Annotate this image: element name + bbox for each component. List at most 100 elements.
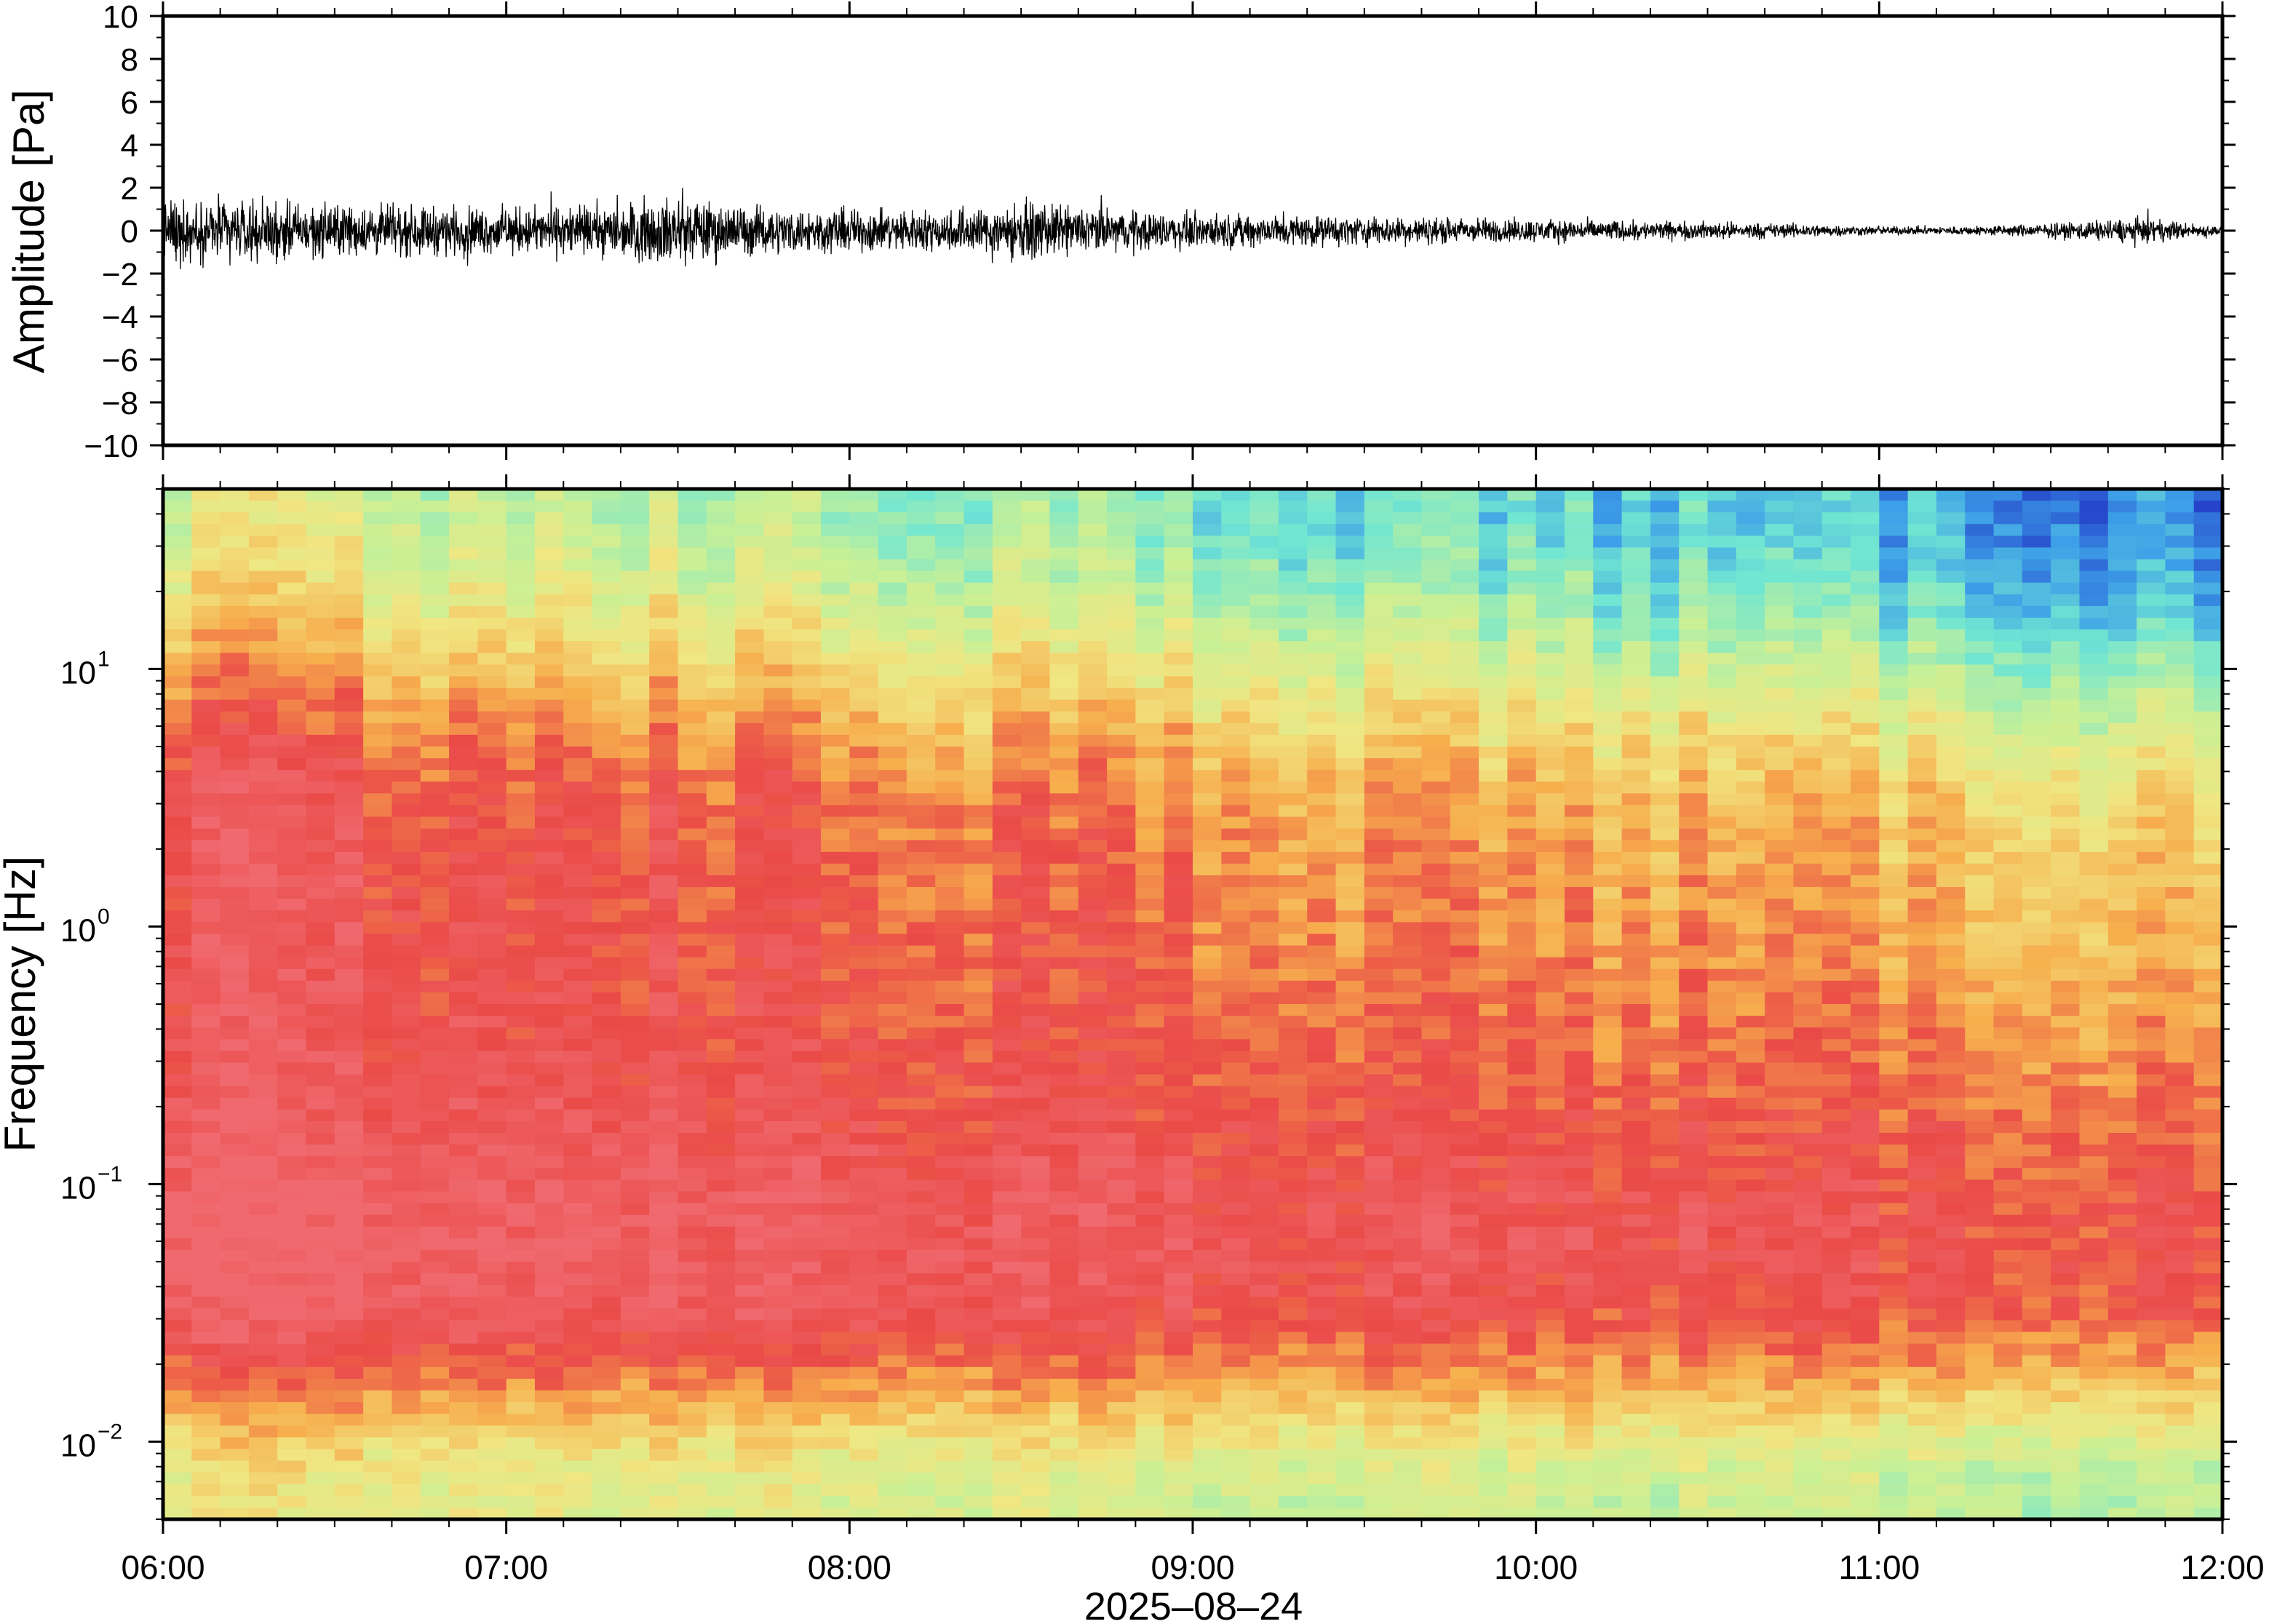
spectrogram-cell	[706, 1016, 736, 1028]
spectrogram-cell	[1535, 1156, 1565, 1169]
spectrogram-cell	[992, 887, 1022, 899]
spectrogram-cell	[792, 887, 822, 899]
spectrogram-cell	[1564, 641, 1594, 654]
spectrogram-cell	[906, 501, 937, 513]
spectrogram-cell	[1364, 1390, 1394, 1403]
spectrogram-cell	[1249, 781, 1279, 795]
spectrogram-cell	[248, 1179, 279, 1193]
spectrogram-cell	[506, 1145, 536, 1157]
spectrogram-cell	[735, 1027, 765, 1040]
spectrogram-cell	[1621, 629, 1651, 642]
spectrogram-cell	[1450, 840, 1479, 853]
spectrogram-cell	[1307, 1366, 1337, 1380]
spectrogram-cell	[449, 629, 479, 642]
spectrogram-cell	[1707, 805, 1737, 818]
spectrogram-cell	[334, 489, 364, 501]
spectrogram-cell	[1535, 618, 1565, 630]
spectrogram-cell	[306, 524, 335, 537]
spectrogram-cell	[534, 570, 565, 584]
spectrogram-cell	[1679, 805, 1709, 818]
spectrogram-cell	[620, 1191, 650, 1204]
spectrogram-cell	[1021, 828, 1051, 841]
spectrogram-cell	[1421, 781, 1451, 795]
spectrogram-cell	[620, 770, 650, 783]
spectrogram-cell	[220, 699, 250, 712]
spectrogram-cell	[849, 699, 879, 712]
spectrogram-cell	[191, 641, 221, 654]
spectrogram-cell	[1335, 676, 1365, 689]
spectrogram-cell	[392, 1366, 421, 1380]
spectrogram-cell	[963, 1051, 993, 1064]
spectrogram-cell	[1021, 1449, 1051, 1462]
spectrogram-cell	[1707, 1074, 1737, 1087]
spectrogram-cell	[248, 1366, 279, 1380]
spectrogram-cell	[620, 1308, 650, 1321]
spectrogram-cell	[592, 524, 621, 537]
spectrogram-cell	[935, 1051, 965, 1064]
spectrogram-cell	[1278, 1495, 1308, 1508]
spectrogram-cell	[620, 875, 650, 888]
spectrogram-cell	[306, 1437, 335, 1450]
spectrogram-cell	[935, 1437, 965, 1450]
spectrogram-cell	[1421, 793, 1451, 806]
spectrogram-cell	[963, 1062, 993, 1075]
spectrogram-cell	[191, 629, 221, 642]
spectrogram-cell	[1078, 1086, 1108, 1099]
spectrogram-cell	[306, 1203, 335, 1216]
spectrogram-cell	[277, 1097, 307, 1110]
spectrogram-cell	[1364, 1437, 1394, 1450]
spectrogram-cell	[906, 793, 937, 806]
spectrogram-cell	[706, 1133, 736, 1145]
spectrogram-cell	[677, 899, 707, 912]
spectrogram-cell	[334, 570, 364, 584]
spectrogram-cell	[563, 570, 593, 584]
spectrogram-cell	[1335, 1495, 1365, 1508]
spectrogram-cell	[763, 1226, 793, 1239]
spectrogram-cell	[506, 968, 536, 982]
spectrogram-cell	[1650, 1062, 1680, 1075]
spectrogram-cell	[363, 641, 393, 654]
spectrogram-cell	[1364, 1039, 1394, 1052]
spectrogram-cell	[506, 1320, 536, 1333]
spectrogram-cell	[449, 734, 479, 747]
spectrogram-cell	[1421, 1238, 1451, 1251]
spectrogram-cell	[1507, 758, 1537, 771]
spectrogram-cell	[1593, 1425, 1623, 1438]
spectrogram-cell	[963, 899, 993, 912]
spectrogram-cell	[849, 910, 879, 923]
spectrogram-cell	[1078, 1495, 1108, 1508]
spectrogram-cell	[1479, 1402, 1509, 1414]
spectrogram-cell	[735, 512, 765, 525]
spectrogram-cell	[763, 1472, 793, 1485]
spectrogram-cell	[392, 793, 421, 806]
spectrogram-cell	[1135, 1109, 1165, 1122]
spectrogram-cell	[1249, 887, 1279, 899]
spectrogram-cell	[1679, 1109, 1709, 1122]
spectrogram-cell	[1021, 980, 1051, 993]
spectrogram-cell	[1621, 723, 1651, 736]
spectrogram-cell	[677, 605, 707, 618]
spectrogram-cell	[1679, 887, 1709, 899]
spectrogram-cell	[963, 1320, 993, 1333]
spectrogram-cell	[1049, 875, 1079, 888]
spectrogram-cell	[1535, 1086, 1565, 1099]
spectrogram-cell	[1507, 863, 1537, 876]
spectrogram-cell	[363, 1039, 393, 1052]
spectrogram-cell	[534, 793, 565, 806]
spectrogram-cell	[363, 758, 393, 771]
spectrogram-cell	[1650, 594, 1680, 607]
spectrogram-cell	[821, 1366, 851, 1380]
spectrogram-cell	[649, 781, 679, 795]
spectrogram-cell	[1421, 688, 1451, 701]
spectrogram-cell	[477, 1366, 507, 1380]
spectrogram-cell	[220, 816, 250, 829]
spectrogram-cell	[677, 524, 707, 537]
spectrogram-cell	[1736, 1332, 1765, 1345]
spectrogram-cell	[1078, 688, 1108, 701]
spectrogram-cell	[849, 1437, 879, 1450]
spectrogram-cell	[1221, 536, 1251, 549]
spectrogram-cell	[1335, 512, 1365, 525]
spectrogram-cell	[449, 1484, 479, 1497]
spectrogram-cell	[363, 968, 393, 982]
spectrogram-cell	[1135, 805, 1165, 818]
